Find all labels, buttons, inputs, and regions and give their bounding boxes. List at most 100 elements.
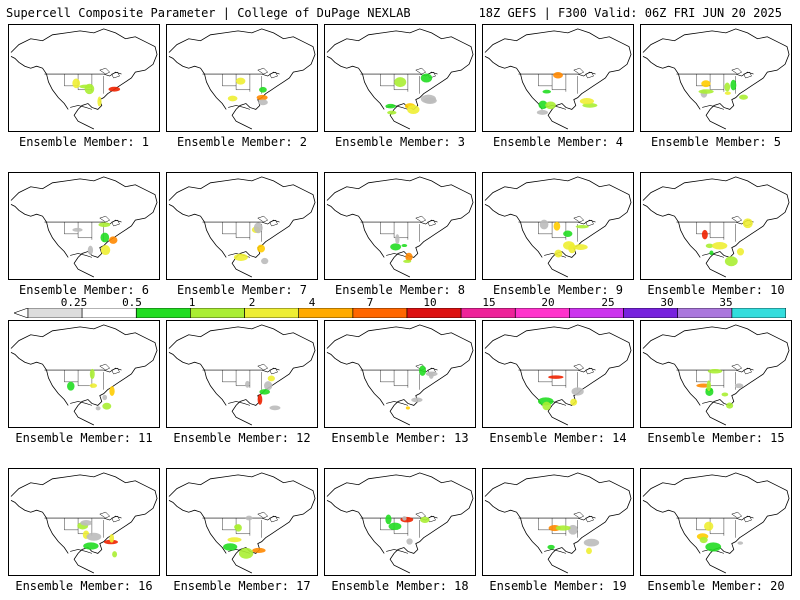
color-scale-label: 15	[482, 296, 496, 309]
ensemble-member-map-11	[8, 320, 160, 428]
parameter-area	[555, 525, 571, 531]
parameter-area	[267, 375, 275, 382]
ensemble-member-label: Ensemble Member: 3	[334, 135, 466, 149]
coastline	[642, 28, 790, 130]
parameter-area	[387, 110, 397, 115]
ensemble-member-map-19	[482, 468, 634, 576]
parameter-area	[705, 542, 722, 552]
parameter-area	[701, 229, 708, 240]
ensemble-member-map-20	[640, 468, 792, 576]
great-lakes	[99, 67, 120, 79]
color-scale-segment	[27, 308, 83, 318]
parameter-area	[407, 104, 420, 115]
parameter-area	[705, 243, 714, 249]
coastline	[326, 176, 474, 278]
us-canada-border	[518, 71, 596, 77]
state-borders	[538, 370, 578, 390]
map-title: Supercell Composite Parameter | College …	[6, 6, 411, 20]
color-scale-segment	[136, 308, 191, 318]
ensemble-member-map-9	[482, 172, 634, 280]
parameter-area	[706, 380, 711, 392]
coastline	[168, 176, 316, 278]
ensemble-member-map-8	[324, 172, 476, 280]
color-scale-segment	[298, 308, 354, 318]
ensemble-member-label: Ensemble Member: 2	[176, 135, 308, 149]
ensemble-member-label: Ensemble Member: 9	[492, 283, 624, 297]
parameter-area	[388, 522, 402, 531]
parameter-area	[79, 84, 92, 89]
ensemble-member-map-6	[8, 172, 160, 280]
ensemble-member-map-17	[166, 468, 318, 576]
color-scale-label: 20	[541, 296, 555, 309]
parameter-area	[418, 365, 427, 376]
parameter-area	[420, 516, 430, 523]
parameter-area	[542, 89, 551, 94]
coastline	[168, 472, 316, 574]
color-scale-label: 1	[188, 296, 196, 309]
gulf-coast	[544, 549, 566, 554]
parameter-area	[257, 99, 268, 106]
coastline	[326, 28, 474, 130]
us-canada-border	[518, 515, 596, 521]
gulf-coast	[702, 105, 724, 110]
parameter-area	[238, 547, 254, 559]
parameter-area	[98, 222, 111, 228]
great-lakes	[99, 215, 120, 227]
parameter-area	[730, 79, 737, 91]
great-lakes	[573, 511, 594, 523]
ensemble-member-map-10	[640, 172, 792, 280]
ensemble-member-label: Ensemble Member: 1	[18, 135, 150, 149]
great-lakes	[99, 363, 120, 375]
parameter-area	[227, 95, 238, 102]
color-scale-label: 0.25	[60, 296, 88, 309]
ensemble-member-map-18	[324, 468, 476, 576]
ensemble-member-map-1	[8, 24, 160, 132]
parameter-area	[97, 96, 102, 107]
parameter-area	[264, 381, 273, 391]
great-lakes	[257, 511, 278, 523]
state-borders	[380, 74, 420, 94]
parameter-area	[80, 520, 92, 526]
state-borders	[380, 370, 420, 390]
us-canada-border	[360, 71, 438, 77]
ensemble-member-map-15	[640, 320, 792, 428]
ensemble-member-map-16	[8, 468, 160, 576]
great-lakes	[731, 511, 752, 523]
parameter-area	[583, 538, 600, 547]
ensemble-member-label: Ensemble Member: 4	[492, 135, 624, 149]
coastline	[10, 176, 158, 278]
us-canada-border	[360, 219, 438, 225]
parameter-area	[245, 515, 253, 521]
coastline	[642, 176, 790, 278]
parameter-area	[704, 521, 714, 531]
parameter-area	[734, 383, 744, 389]
coastline	[326, 472, 474, 574]
parameter-area	[563, 230, 573, 237]
color-scale-label: 30	[660, 296, 674, 309]
state-borders	[64, 222, 104, 242]
gulf-coast	[228, 105, 250, 110]
parameter-area	[568, 524, 578, 535]
color-scale-label: 7	[366, 296, 374, 309]
ensemble-member-label: Ensemble Member: 8	[334, 283, 466, 297]
parameter-area	[428, 372, 434, 379]
parameter-area	[72, 227, 83, 232]
coastline	[10, 28, 158, 130]
color-scale-segment	[731, 308, 786, 318]
parameter-area	[108, 236, 118, 244]
parameter-area	[390, 243, 402, 251]
ensemble-member-label: Ensemble Member: 11	[15, 431, 153, 445]
state-borders	[64, 74, 104, 94]
parameter-area	[86, 532, 102, 541]
parameter-area	[405, 406, 410, 410]
coastline	[484, 472, 632, 574]
gulf-coast	[702, 401, 724, 406]
ensemble-member-label: Ensemble Member: 16	[15, 579, 153, 593]
gulf-coast	[228, 401, 250, 406]
great-lakes	[99, 511, 120, 523]
parameter-area	[261, 257, 269, 265]
parameter-area	[571, 387, 584, 396]
parameter-area	[545, 101, 556, 110]
ensemble-member-label: Ensemble Member: 6	[18, 283, 150, 297]
coastline	[484, 28, 632, 130]
